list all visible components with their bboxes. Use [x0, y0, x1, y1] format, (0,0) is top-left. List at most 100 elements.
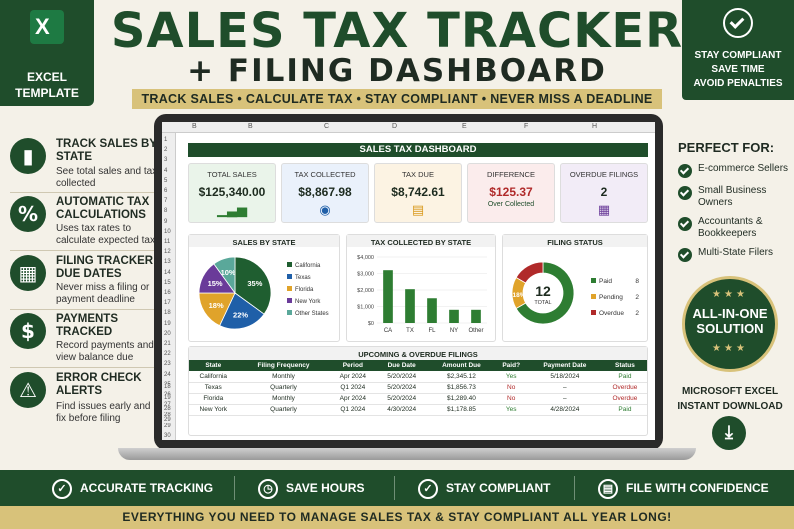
table-cell: California: [189, 371, 238, 383]
table-cell: –: [526, 393, 603, 405]
table-cell: No: [495, 393, 527, 405]
pie-slice-label: 18%: [209, 301, 224, 310]
stars-icon: ★★★: [712, 343, 748, 354]
row-number: 30: [164, 432, 171, 439]
table-cell: Monthly: [237, 393, 330, 405]
row-number: 22: [164, 351, 171, 358]
compliance-badge: STAY COMPLIANT SAVE TIME AVOID PENALTIES: [682, 0, 794, 100]
kpi-value: $8,867.98: [298, 185, 352, 199]
download-icon: ⤓: [712, 416, 746, 450]
table-header: Filing Frequency: [237, 360, 330, 371]
feature-item: $ PAYMENTS TRACKED Record payments and vie…: [10, 313, 160, 365]
kpi-label: OVERDUE FILINGS: [569, 170, 639, 179]
document-icon: ▤: [411, 203, 425, 218]
pie-slice-label: 22%: [233, 311, 248, 320]
check-circle-icon: ✓: [418, 478, 438, 499]
row-number: 13: [164, 259, 171, 266]
table-cell: 4/28/2024: [526, 404, 603, 416]
table-cell: No: [495, 382, 527, 394]
table-cell: Yes: [495, 404, 527, 416]
table-row: New York Quarterly Q1 2024 4/30/2024 $1,178.…: [189, 404, 647, 416]
dollar-icon: $: [10, 313, 46, 349]
legend-count: 2: [635, 294, 639, 301]
kpi-label: TAX COLLECTED: [294, 170, 356, 179]
clock-icon: ◷: [258, 478, 278, 499]
stars-icon: ★★★: [712, 289, 748, 300]
feature-divider: [10, 309, 160, 310]
filings-table-panel: UPCOMING & OVERDUE FILINGS State Filing F…: [188, 346, 648, 436]
kpi-value: 2: [600, 185, 608, 199]
pie-chart: 35% California 22% Texas 18% Florida 15% New Yo…: [198, 256, 329, 330]
table-cell: $1,289.40: [427, 393, 496, 405]
table-cell: Q1 2024: [329, 382, 377, 394]
calendar-icon: ▦: [10, 255, 46, 291]
feature-item: % AUTOMATIC TAX CALCULATIONS Uses tax rate…: [10, 196, 160, 248]
kpi-label: TOTAL SALES: [207, 170, 257, 179]
column-letter: H: [592, 123, 598, 130]
excel-logo-icon: X: [30, 10, 64, 44]
table-header: Status: [602, 360, 647, 371]
y-tick-label: $4,000: [357, 255, 374, 261]
kpi-label: DIFFERENCE: [487, 170, 535, 179]
bar-chart: $4,000 $3,000 $2,000 $1,000 $0 CA TX FL NY Other: [357, 255, 487, 334]
bar: [383, 270, 393, 323]
benefit-label: ACCURATE TRACKING: [80, 481, 214, 495]
table-cell: 5/18/2024: [526, 371, 603, 383]
table-cell: Quarterly: [237, 404, 330, 416]
pie-chart-title: SALES BY STATE: [189, 235, 339, 247]
perfect-for-item: Multi-State Filers: [678, 247, 794, 262]
table-header: Period: [329, 360, 377, 371]
benefit-divider: [234, 476, 235, 500]
column-letter: B: [248, 123, 253, 130]
feature-divider: [10, 192, 160, 193]
perfect-for-label: E-commerce Sellers: [698, 163, 789, 174]
table-row: California Monthly Apr 2024 5/20/2024 $2,345…: [189, 371, 647, 383]
benefit-label: FILE WITH CONFIDENCE: [626, 481, 769, 495]
kpi-card: TOTAL SALES $125,340.00 ▁▃▅: [188, 163, 276, 223]
row-number: 12: [164, 249, 171, 256]
table-cell: Paid: [602, 371, 647, 383]
x-tick-label: TX: [406, 328, 414, 334]
pie-slice-label: 35%: [247, 279, 262, 288]
feature-desc: See total sales and tax collected: [56, 166, 158, 189]
microsoft-line-2: INSTANT DOWNLOAD: [677, 401, 783, 412]
filings-table: State Filing Frequency Period Due Date Amoun…: [189, 360, 647, 416]
kpi-label: TAX DUE: [402, 170, 434, 179]
bar-chart-icon: ▮: [10, 138, 46, 174]
feature-item: ▦ FILING TRACKER & DUE DATES Never miss a …: [10, 255, 165, 307]
table-cell: Apr 2024: [329, 371, 377, 383]
perfect-for-label: Accountants & Bookkeepers: [698, 216, 763, 239]
pie-slice: [234, 256, 272, 315]
badge-right-line-3: AVOID PENALTIES: [693, 78, 783, 89]
check-circle-icon: [723, 8, 753, 38]
row-number: 24: [164, 371, 171, 378]
table-header: State: [189, 360, 238, 371]
table-header: Amount Due: [427, 360, 496, 371]
dashboard-title: SALES TAX DASHBOARD: [188, 143, 648, 157]
legend-label: California: [295, 263, 321, 269]
bar: [471, 309, 481, 323]
legend-label: New York: [295, 299, 321, 305]
feature-title: PAYMENTS TRACKED: [56, 313, 118, 338]
row-number: 15: [164, 279, 171, 286]
donut-segment-label: 18%: [512, 292, 525, 299]
perfect-for-item: Accountants & Bookkeepers: [678, 216, 794, 240]
table-cell: New York: [189, 404, 238, 416]
tax-by-state-panel: TAX COLLECTED BY STATE $4,000 $3,000 $2,00…: [346, 234, 496, 342]
table-cell: 4/30/2024: [376, 404, 428, 416]
check-circle-icon: [678, 186, 692, 200]
legend-count: 8: [635, 278, 639, 285]
table-header: Due Date: [376, 360, 428, 371]
main-title: SALES TAX TRACKER: [110, 3, 684, 59]
column-letter: C: [324, 123, 330, 130]
kpi-sub: Over Collected: [487, 201, 535, 208]
perfect-for-label: Small Business Owners: [698, 185, 767, 208]
table-cell: Quarterly: [237, 382, 330, 394]
row-number: 18: [164, 310, 171, 317]
benefit-label: SAVE HOURS: [286, 481, 365, 495]
table-cell: Texas: [189, 382, 238, 394]
kpi-card: OVERDUE FILINGS 2 ▦: [560, 163, 648, 223]
row-header-bar: 1 2 3 4 5 6 7 8 9 10 11 12 13 14 15 16 17 18 19 20 21 22 23 24 2…: [162, 133, 176, 440]
pie-slice-label: 10%: [221, 268, 236, 277]
